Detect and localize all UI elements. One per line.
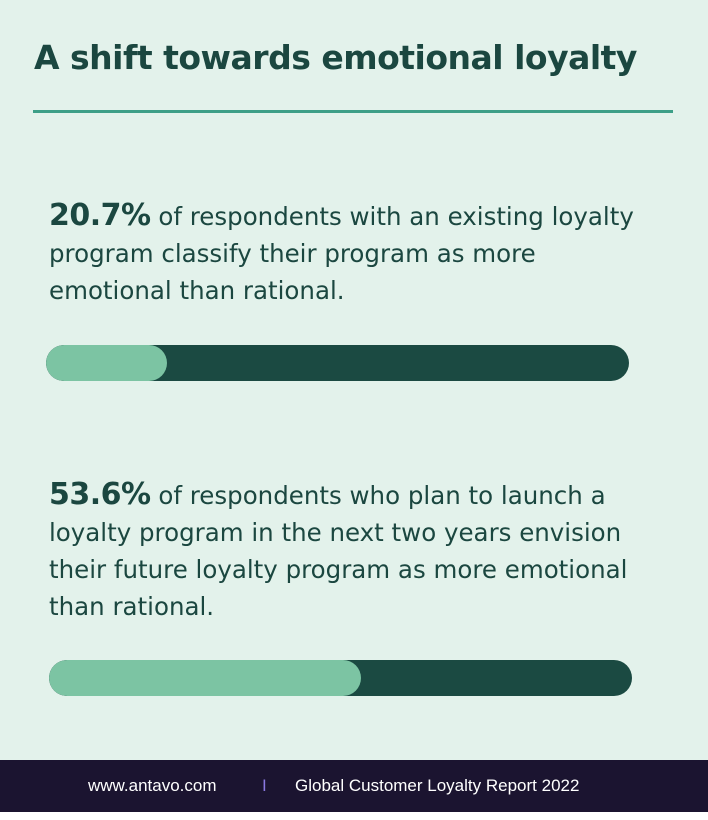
progress-fill-planned-program	[49, 660, 362, 696]
footer: www.antavo.com I Global Customer Loyalty…	[0, 760, 708, 812]
stat-planned-program-text: of respondents who plan to launch a loya…	[49, 481, 628, 621]
progress-bar-planned-program	[49, 660, 632, 696]
footer-url: www.antavo.com	[88, 776, 217, 795]
stat-existing-program: 20.7% of respondents with an existing lo…	[49, 197, 649, 309]
footer-separator: I	[262, 776, 267, 795]
stat-existing-program-percent: 20.7%	[49, 198, 151, 233]
infographic-panel: A shift towards emotional loyalty 20.7% …	[0, 0, 708, 760]
page-title: A shift towards emotional loyalty	[34, 38, 637, 77]
stat-planned-program: 53.6% of respondents who plan to launch …	[49, 476, 649, 625]
progress-bar-existing-program	[46, 345, 629, 381]
progress-fill-existing-program	[46, 345, 167, 381]
title-divider	[33, 110, 673, 113]
stat-planned-program-percent: 53.6%	[49, 477, 151, 512]
stat-existing-program-text: of respondents with an existing loyalty …	[49, 202, 634, 305]
footer-report-title: Global Customer Loyalty Report 2022	[295, 776, 580, 795]
